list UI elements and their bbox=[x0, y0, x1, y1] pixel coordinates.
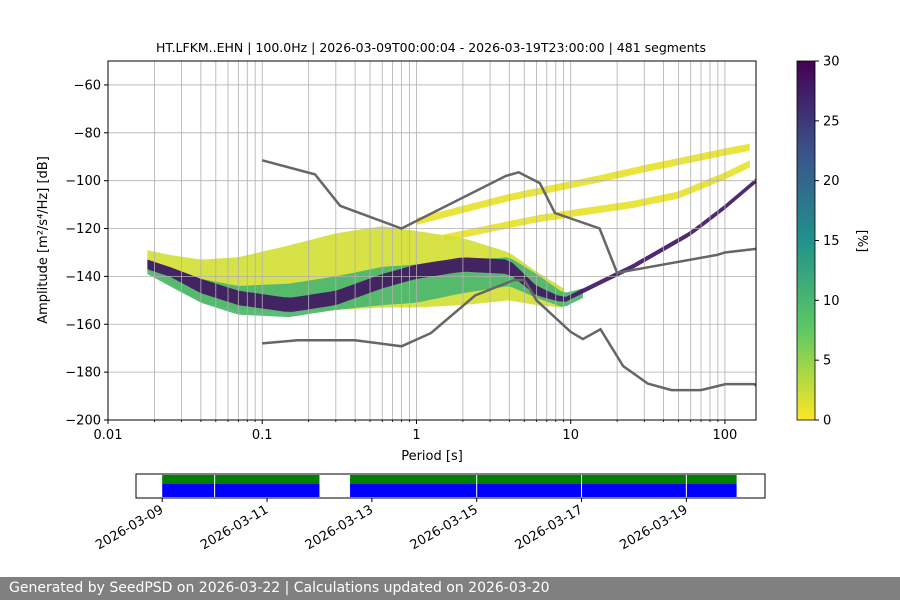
timeline-tick-label: 2026-03-13 bbox=[303, 502, 376, 553]
y-tick-label: −180 bbox=[65, 366, 101, 381]
coverage-bar-bottom bbox=[350, 484, 737, 497]
x-tick-label: 0.1 bbox=[252, 428, 273, 443]
y-tick-label: −100 bbox=[65, 174, 101, 189]
timeline-tick-label: 2026-03-19 bbox=[617, 502, 690, 553]
colorbar-tick-label: 10 bbox=[823, 294, 840, 309]
y-tick-label: −200 bbox=[65, 414, 101, 429]
colorbar-tick-label: 20 bbox=[823, 174, 840, 189]
colorbar-tick-label: 5 bbox=[823, 354, 831, 369]
colorbar: 0 5 10 15 20 25 30 bbox=[796, 55, 840, 429]
timeline-tick-label: 2026-03-09 bbox=[93, 502, 166, 553]
chart-title: HT.LFKM..EHN | 100.0Hz | 2026-03-09T00:0… bbox=[156, 40, 706, 55]
x-tick-label: 0.01 bbox=[94, 428, 123, 443]
high-noise-model-line bbox=[261, 159, 756, 275]
y-tick-label: −120 bbox=[65, 222, 101, 237]
y-tick-label: −60 bbox=[74, 78, 101, 93]
colorbar-gradient bbox=[796, 60, 816, 421]
timeline-tick-label: 2026-03-11 bbox=[198, 502, 271, 553]
y-tick-label: −160 bbox=[65, 318, 101, 333]
colorbar-tick-label: 25 bbox=[823, 114, 840, 129]
density-bands bbox=[147, 143, 756, 318]
colorbar-tick-label: 30 bbox=[823, 55, 840, 70]
timeline-tick-label: 2026-03-15 bbox=[408, 502, 481, 553]
x-tick-label: 100 bbox=[713, 428, 738, 443]
coverage-bar-top bbox=[162, 475, 320, 484]
y-tick-label: −80 bbox=[74, 126, 101, 141]
density-band bbox=[443, 160, 750, 242]
y-axis-label: Amplitude [m²/s⁴/Hz] [dB] bbox=[36, 156, 51, 324]
y-tick-label: −140 bbox=[65, 270, 101, 285]
colorbar-tick-label: 15 bbox=[823, 234, 840, 249]
footer-text: Generated by SeedPSD on 2026-03-22 | Cal… bbox=[0, 577, 900, 600]
coverage-bar-top bbox=[350, 475, 737, 484]
grid bbox=[107, 61, 756, 421]
x-axis-label: Period [s] bbox=[401, 449, 463, 464]
density-band bbox=[416, 143, 750, 225]
plot-area: 0.01 0.1 1 10 100 −200 −180 −160 −140 −120 −100 −80… bbox=[65, 60, 757, 443]
colorbar-tick-label: 0 bbox=[823, 414, 831, 429]
timeline-tick-label: 2026-03-17 bbox=[513, 502, 586, 553]
coverage-timeline: 2026-03-09 2026-03-11 2026-03-13 2026-03-15… bbox=[93, 473, 766, 553]
low-noise-model-line bbox=[262, 278, 756, 392]
density-band bbox=[147, 178, 756, 312]
colorbar-label: [%] bbox=[854, 230, 869, 253]
x-tick-label: 10 bbox=[562, 428, 579, 443]
coverage-bar-bottom bbox=[162, 484, 320, 497]
axes-frame bbox=[107, 60, 757, 421]
x-tick-label: 1 bbox=[412, 428, 420, 443]
